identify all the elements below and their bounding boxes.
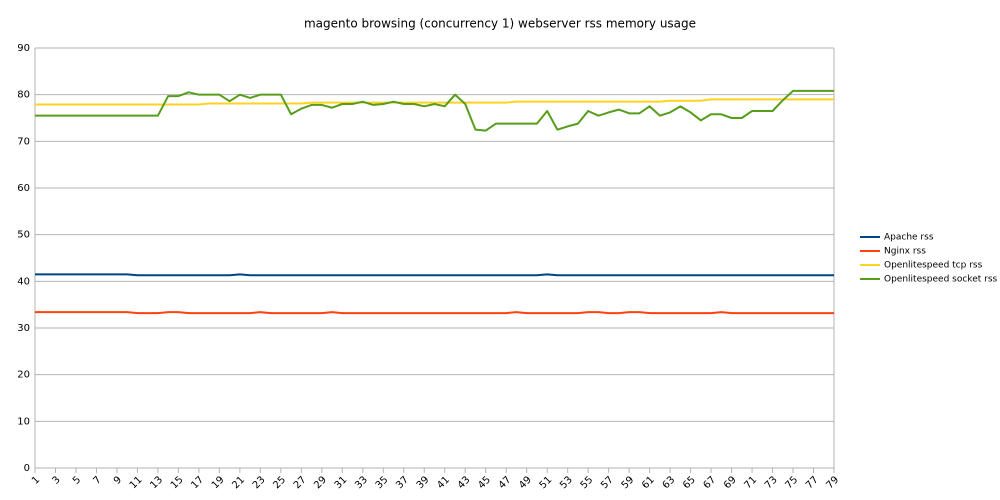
- x-tick-label: 41: [435, 474, 452, 491]
- x-tick-label: 13: [148, 474, 165, 491]
- x-tick-label: 55: [579, 474, 596, 491]
- x-tick-label: 23: [251, 474, 268, 491]
- x-tick-label: 77: [804, 474, 821, 491]
- x-tick-label: 71: [743, 474, 760, 491]
- y-tick-label: 90: [17, 43, 30, 54]
- x-tick-label: 63: [661, 474, 678, 491]
- y-tick-label: 0: [24, 463, 30, 474]
- x-tick-label: 61: [640, 474, 657, 491]
- x-tick-label: 51: [538, 474, 555, 491]
- x-tick-label: 67: [702, 474, 719, 491]
- x-tick-label: 59: [620, 474, 637, 491]
- legend-label: Apache rss: [884, 233, 934, 243]
- x-tick-label: 9: [112, 474, 124, 486]
- x-tick-label: 79: [824, 474, 841, 491]
- series-line: [35, 311, 834, 315]
- y-tick-label: 50: [17, 230, 30, 241]
- y-tick-label: 60: [17, 183, 30, 194]
- legend: Apache rss Nginx rss Openlitespeed tcp rss…: [860, 233, 998, 285]
- y-tick-label: 30: [17, 323, 30, 334]
- x-tick-label: 15: [169, 474, 186, 491]
- x-tick-label: 29: [312, 474, 329, 491]
- x-tick-label: 11: [128, 474, 145, 491]
- x-tick-label: 53: [558, 474, 575, 491]
- x-tick-label: 49: [517, 474, 534, 491]
- x-tick-label: 47: [497, 474, 514, 491]
- series-line: [35, 98, 834, 106]
- x-tick-label: 25: [271, 474, 288, 491]
- x-tick-label: 17: [189, 474, 206, 491]
- y-tick-label: 40: [17, 276, 30, 287]
- x-tick-label: 7: [91, 474, 103, 486]
- x-tick-label: 5: [71, 474, 83, 486]
- y-tick-label: 70: [17, 136, 30, 147]
- x-tick-label: 21: [230, 474, 247, 491]
- x-tick-label: 69: [722, 474, 739, 491]
- x-tick-label: 31: [333, 474, 350, 491]
- y-tick-label: 80: [17, 90, 30, 101]
- x-tick-label: 3: [50, 474, 62, 486]
- y-tick-label: 20: [17, 370, 30, 381]
- x-tick-label: 75: [783, 474, 800, 491]
- x-tick-label: 43: [456, 474, 473, 491]
- legend-label: Openlitespeed tcp rss: [884, 261, 983, 271]
- x-tick-label: 39: [415, 474, 432, 491]
- x-tick-label: 35: [374, 474, 391, 491]
- x-tick-label: 45: [476, 474, 493, 491]
- series-line: [35, 273, 834, 277]
- y-tick-label: 10: [17, 416, 30, 427]
- x-tick-label: 73: [763, 474, 780, 491]
- chart-title: magento browsing (concurrency 1) webserv…: [304, 17, 696, 31]
- x-tick-label: 37: [394, 474, 411, 491]
- x-tick-label: 33: [353, 474, 370, 491]
- series-line: [35, 89, 834, 132]
- x-tick-label: 65: [681, 474, 698, 491]
- x-tick-label: 1: [30, 474, 42, 486]
- legend-label: Nginx rss: [884, 247, 926, 257]
- x-tick-label: 19: [210, 474, 227, 491]
- x-tick-label: 27: [292, 474, 309, 491]
- x-tick-label: 57: [599, 474, 616, 491]
- legend-label: Openlitespeed socket rss: [884, 275, 998, 285]
